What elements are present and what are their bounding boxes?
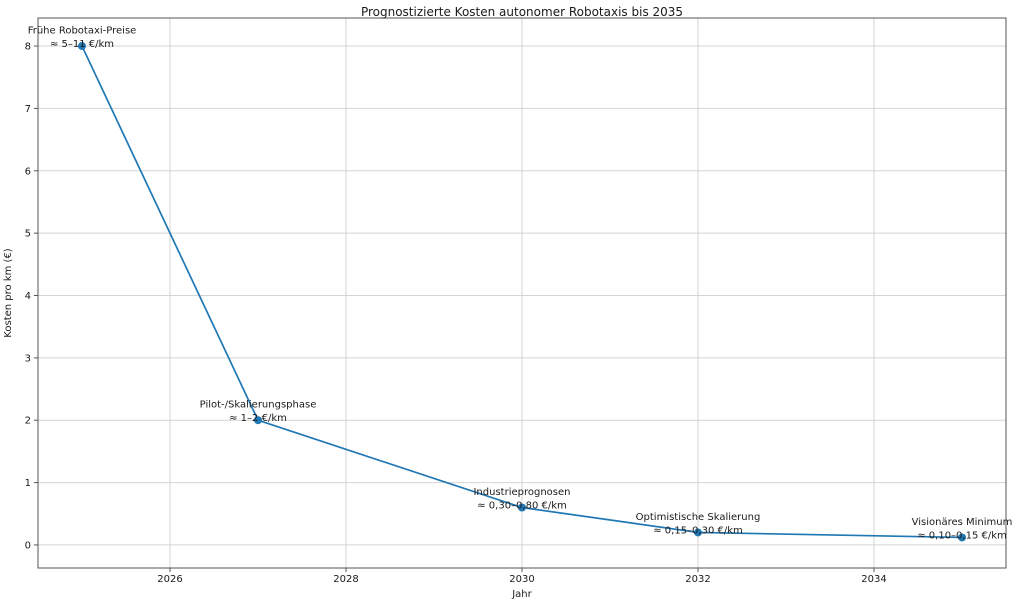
annotation-line2: ≈ 0,30–0,80 €/km — [477, 501, 567, 512]
data-point-marker — [254, 416, 262, 425]
x-tick-label: 2026 — [157, 574, 182, 585]
y-tick-label: 3 — [25, 353, 31, 364]
y-tick-label: 2 — [25, 416, 31, 427]
x-tick-label: 2034 — [861, 574, 886, 585]
y-tick-label: 4 — [25, 291, 31, 302]
x-axis-label: Jahr — [511, 589, 532, 600]
annotation-line1: Visionäres Minimum — [912, 517, 1013, 528]
annotation-line2: ≈ 0,15–0,30 €/km — [653, 525, 743, 536]
y-tick-label: 8 — [25, 42, 31, 53]
y-tick-label: 7 — [25, 104, 31, 115]
y-tick-label: 1 — [25, 478, 31, 489]
annotation-line2: ≈ 0,10–0,15 €/km — [917, 530, 1007, 541]
grid-layer — [38, 18, 1006, 568]
data-point-marker — [78, 42, 86, 51]
annotation-line1: Frühe Robotaxi-Preise — [28, 26, 137, 37]
x-tick-label: 2028 — [333, 574, 358, 585]
data-point-marker — [518, 503, 526, 512]
annotation-line1: Industrieprognosen — [473, 487, 570, 498]
annotation-line1: Optimistische Skalierung — [636, 512, 761, 523]
y-axis-label: Kosten pro km (€) — [3, 248, 14, 337]
y-tick-label: 6 — [25, 166, 31, 177]
annotation-line2: ≈ 5–11 €/km — [50, 39, 114, 50]
annotation-layer: Frühe Robotaxi-Preise ≈ 5–11 €/km Pilot-/S… — [28, 26, 1013, 542]
y-tick-label: 0 — [25, 540, 31, 551]
data-point-marker — [694, 528, 702, 537]
axes-layer: 2026 2028 2030 2032 2034 0 1 2 3 4 5 6 7 8 — [25, 17, 1007, 585]
data-point-marker — [958, 533, 966, 542]
x-tick-label: 2032 — [685, 574, 710, 585]
chart-title: Prognostizierte Kosten autonomer Robotax… — [361, 5, 683, 19]
y-tick-label: 5 — [25, 229, 31, 240]
x-tick-label: 2030 — [509, 574, 534, 585]
series-layer — [78, 42, 966, 542]
annotation-line1: Pilot-/Skalierungsphase — [200, 400, 317, 411]
annotation-line2: ≈ 1–2 €/km — [229, 413, 287, 424]
